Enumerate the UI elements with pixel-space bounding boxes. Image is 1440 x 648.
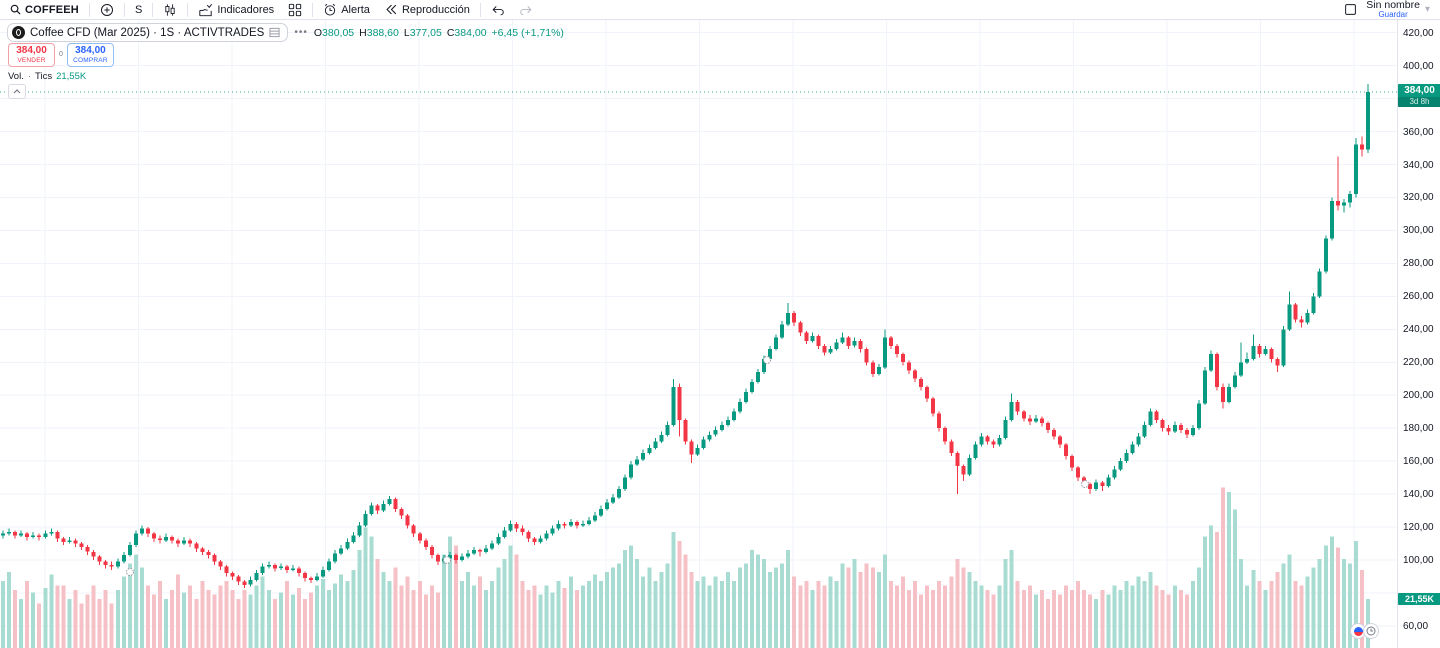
price-tick-label: 60,00: [1403, 620, 1429, 632]
price-tick-label: 120,00: [1403, 522, 1434, 534]
compare-add-button[interactable]: [96, 0, 118, 19]
low-value: 377,05: [409, 26, 442, 39]
replay-button[interactable]: Reproducción: [380, 0, 474, 19]
bar-countdown: 3d 8h: [1398, 97, 1440, 107]
buy-button[interactable]: 384,00 COMPRAR: [66, 43, 114, 67]
high-value: 388,60: [366, 26, 399, 39]
separator: [123, 2, 125, 17]
interval-label: S: [134, 3, 143, 16]
volume-axis-badge: 21,55K: [1398, 592, 1440, 605]
close-label: C: [446, 26, 455, 39]
price-tick-label: 300,00: [1403, 225, 1434, 237]
replay-icon: [386, 4, 397, 15]
pane-status-icons: [1350, 623, 1379, 639]
symbol-title: Coffee CFD (Mar 2025) · 1S · ACTIVTRADES: [30, 26, 265, 39]
event-markers[interactable]: [126, 356, 1089, 576]
grid-layout-icon: [289, 3, 302, 16]
volume-label: Vol.: [8, 71, 24, 82]
symbol-search-button[interactable]: COFFEEH: [6, 0, 83, 19]
spread-value: 0: [59, 51, 63, 59]
candlestick-chart[interactable]: [0, 20, 1397, 648]
separator: [187, 2, 189, 17]
symbol-search-text: COFFEEH: [25, 3, 79, 16]
chart-style-button[interactable]: [159, 0, 181, 19]
redo-button[interactable]: [515, 0, 537, 19]
redo-arrow-icon: [520, 5, 532, 15]
separator: [479, 2, 481, 17]
indicators-label: Indicadores: [217, 3, 275, 16]
low-label: L: [403, 26, 410, 39]
price-tick-label: 420,00: [1403, 27, 1434, 39]
sell-button[interactable]: 384,00 VENDER: [8, 43, 55, 67]
chevron-up-icon: [13, 89, 21, 94]
close-value: 384,00: [454, 26, 487, 39]
legend-more-button[interactable]: •••: [294, 27, 308, 38]
sell-label: VENDER: [17, 56, 46, 64]
separator: [152, 2, 154, 17]
price-tick-label: 400,00: [1403, 60, 1434, 72]
volume-legend[interactable]: Vol. · Tics 21,55K: [8, 71, 86, 82]
separator-dot: ·: [27, 71, 32, 82]
price-axis[interactable]: 384,00 3d 8h 21,55K 420,00 400,00 360,00 34…: [1397, 20, 1440, 648]
trade-panel: 384,00 VENDER 0 384,00 COMPRAR: [8, 43, 114, 67]
price-tick-label: 160,00: [1403, 456, 1434, 468]
replay-label: Reproducción: [401, 3, 470, 16]
volume-value: 21,55K: [56, 71, 87, 82]
save-layout-link[interactable]: Guardar: [1378, 10, 1408, 20]
open-label: O: [313, 26, 323, 39]
price-tick-label: 340,00: [1403, 159, 1434, 171]
volume-source-label: Tics: [35, 71, 53, 82]
collapse-pane-button[interactable]: [8, 84, 26, 99]
price-tick-label: 220,00: [1403, 357, 1434, 369]
undo-arrow-icon: [492, 5, 504, 15]
indicators-button[interactable]: Indicadores: [194, 0, 278, 19]
legend-settings-icon[interactable]: [269, 27, 280, 38]
separator: [312, 2, 314, 17]
high-label: H: [359, 26, 367, 39]
instrument-logo-icon: [12, 26, 25, 39]
price-tick-label: 100,00: [1403, 555, 1434, 567]
alert-button[interactable]: Alerta: [319, 0, 374, 19]
change-value: +6,45 (+1,71%): [491, 26, 564, 39]
undo-button[interactable]: [487, 0, 509, 19]
separator: [88, 2, 90, 17]
price-tick-label: 180,00: [1403, 423, 1434, 435]
price-tick-label: 280,00: [1403, 258, 1434, 270]
price-tick-label: 360,00: [1403, 126, 1434, 138]
ohlc-values: O380,05 H388,60 L377,05 C384,00 +6,45 (+…: [314, 27, 564, 39]
last-price-badge: 384,00 3d 8h: [1398, 84, 1440, 107]
price-tick-label: 320,00: [1403, 192, 1434, 204]
chart-pane[interactable]: Coffee CFD (Mar 2025) · 1S · ACTIVTRADES…: [0, 20, 1397, 648]
price-tick-label: 260,00: [1403, 291, 1434, 303]
layout-panel-button[interactable]: [1340, 3, 1361, 16]
price-tick-label: 140,00: [1403, 489, 1434, 501]
layout-square-icon: [1345, 4, 1357, 15]
candlestick-icon: [165, 3, 175, 16]
interval-button[interactable]: S: [131, 0, 146, 19]
layout-menu-caret[interactable]: ▾: [1424, 4, 1430, 15]
last-price-value: 384,00: [1404, 85, 1435, 96]
buy-price: 384,00: [75, 45, 106, 56]
alert-label: Alerta: [341, 3, 370, 16]
price-tick-label: 200,00: [1403, 390, 1434, 402]
layout-name[interactable]: Sin nombre: [1366, 0, 1420, 11]
templates-button[interactable]: [284, 0, 306, 19]
search-icon: [10, 4, 21, 15]
indicators-icon: [199, 3, 213, 16]
plus-circle-icon: [100, 3, 113, 16]
top-toolbar: COFFEEH S Indicadores Alerta: [0, 0, 1440, 20]
legend: Coffee CFD (Mar 2025) · 1S · ACTIVTRADES…: [7, 23, 564, 42]
alarm-clock-icon: [325, 3, 336, 16]
buy-label: COMPRAR: [73, 56, 108, 64]
price-tick-label: 240,00: [1403, 324, 1434, 336]
symbol-legend[interactable]: Coffee CFD (Mar 2025) · 1S · ACTIVTRADES: [7, 23, 289, 42]
open-value: 380,05: [322, 26, 355, 39]
sell-price: 384,00: [16, 45, 47, 56]
clock-icon[interactable]: [1363, 623, 1379, 639]
